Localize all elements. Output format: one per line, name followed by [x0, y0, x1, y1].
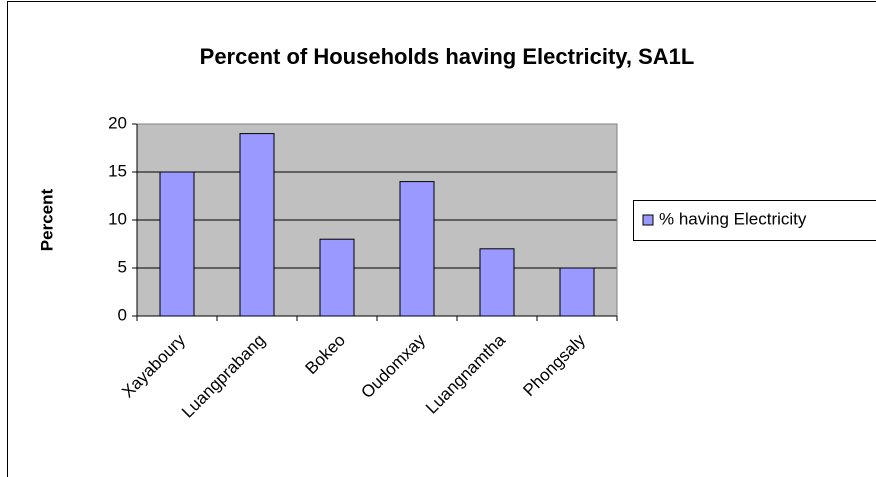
y-tick-label: 20 [108, 113, 127, 132]
bar [479, 248, 515, 317]
chart-title: Percent of Households having Electricity… [200, 44, 695, 69]
y-axis-label: Percent [37, 188, 56, 251]
y-tick-label: 0 [118, 305, 127, 324]
bar [399, 181, 435, 317]
bar [559, 267, 595, 317]
y-tick-label: 5 [118, 257, 127, 276]
bar [239, 133, 275, 317]
y-tick-label: 15 [108, 161, 127, 180]
legend-box [633, 200, 876, 241]
legend-label: % having Electricity [659, 209, 807, 228]
bar [319, 238, 355, 317]
bar [159, 171, 195, 317]
y-tick-label: 10 [108, 209, 127, 228]
legend-swatch [642, 214, 654, 226]
